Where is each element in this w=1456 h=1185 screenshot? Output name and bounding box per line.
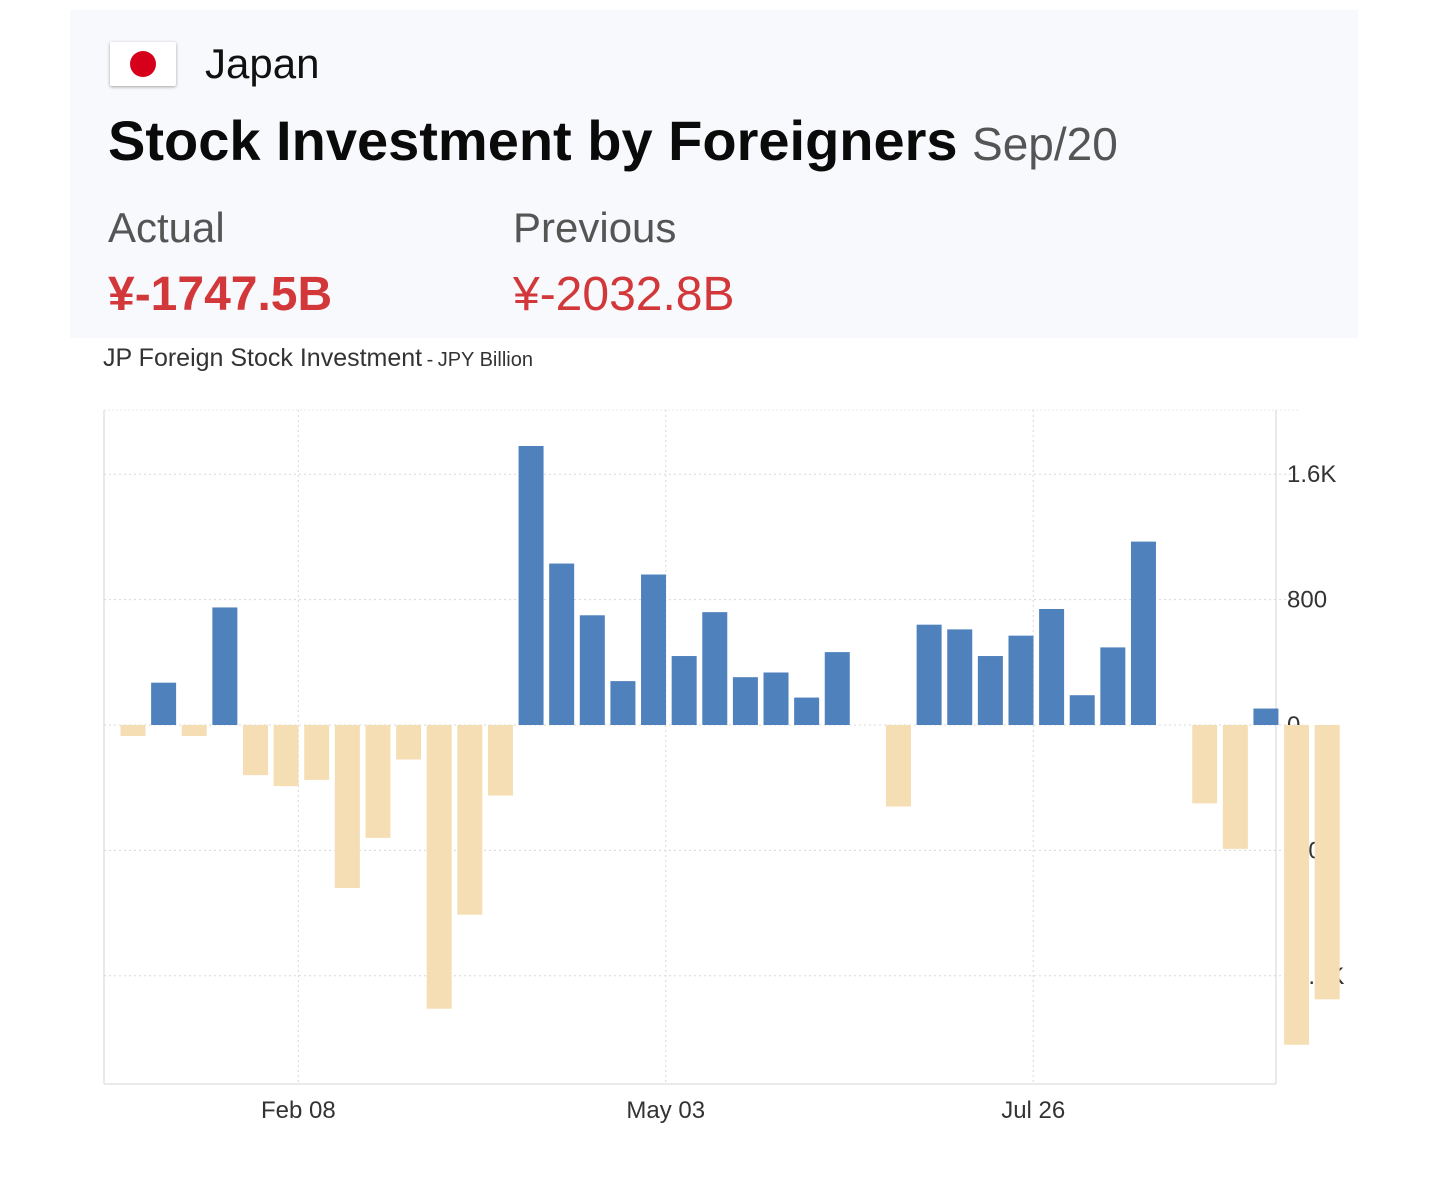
- bar-negative: [1222, 725, 1248, 849]
- bar-negative: [1314, 725, 1340, 1000]
- bar-positive: [916, 624, 942, 725]
- bar-positive: [579, 615, 605, 725]
- bar-negative: [365, 725, 391, 838]
- bar-positive: [549, 563, 575, 725]
- bar-negative: [886, 725, 911, 807]
- japan-flag-icon: [110, 42, 176, 86]
- bar-negative: [1192, 725, 1218, 804]
- indicator-header-card: [70, 10, 1358, 338]
- bar-positive: [1069, 695, 1095, 725]
- bar-positive: [977, 656, 1003, 725]
- bar-negative: [242, 725, 268, 776]
- bar-positive: [518, 445, 544, 725]
- bar-negative: [1284, 725, 1310, 1045]
- bar-positive: [1130, 541, 1156, 725]
- actual-value: ¥-1747.5B: [108, 268, 333, 321]
- previous-label: Previous: [513, 204, 677, 251]
- chart-caption-separator: -: [426, 349, 434, 371]
- bar-positive: [702, 612, 728, 725]
- bar-negative: [304, 725, 330, 780]
- bar-positive: [671, 656, 697, 725]
- bar-positive: [1253, 708, 1279, 725]
- chart-series-name: JP Foreign Stock Investment: [103, 344, 423, 372]
- chart-caption: JP Foreign Stock Investment - JPY Billio…: [103, 341, 533, 379]
- bar-positive: [1008, 635, 1034, 725]
- bar-negative: [120, 725, 146, 736]
- indicator-period: Sep/20: [972, 118, 1118, 170]
- chart-unit: JPY Billion: [437, 349, 533, 371]
- bar-positive: [1039, 609, 1065, 725]
- y-tick-label: 1.6K: [1287, 461, 1336, 488]
- bar-negative: [334, 725, 360, 889]
- bar-negative: [396, 725, 422, 760]
- country-name: Japan: [205, 40, 320, 87]
- x-tick-label: Jul 26: [1001, 1097, 1065, 1124]
- bar-positive: [610, 681, 636, 725]
- bar-negative: [426, 725, 452, 1009]
- bar-positive: [947, 629, 973, 725]
- bar-positive: [1100, 647, 1126, 725]
- bar-negative: [487, 725, 513, 796]
- bar-positive: [732, 677, 758, 725]
- bar-negative: [457, 725, 483, 915]
- actual-label: Actual: [108, 204, 225, 251]
- bar-positive: [824, 652, 850, 725]
- bar-positive: [641, 574, 667, 725]
- flag-red-disc: [130, 51, 156, 77]
- bar-positive: [151, 682, 177, 725]
- bar-positive: [794, 697, 820, 725]
- indicator-title: Stock Investment by Foreigners: [108, 109, 958, 172]
- bar-negative: [273, 725, 299, 787]
- bar-negative: [181, 725, 207, 736]
- bar-positive: [212, 607, 238, 725]
- bar-positive: [763, 672, 789, 725]
- indicator-title-row: Stock Investment by Foreigners Sep/20: [108, 106, 1118, 191]
- y-tick-label: 800: [1287, 587, 1327, 614]
- x-tick-label: May 03: [626, 1097, 705, 1124]
- previous-value: ¥-2032.8B: [513, 268, 735, 321]
- x-tick-label: Feb 08: [261, 1097, 336, 1124]
